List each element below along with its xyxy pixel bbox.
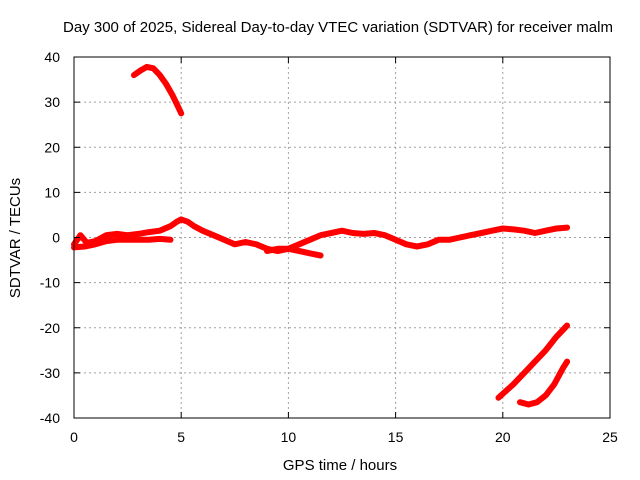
y-tick-label: 40 — [44, 49, 60, 65]
x-tick-label: 15 — [388, 429, 404, 445]
x-tick-label: 20 — [495, 429, 511, 445]
series-layer — [71, 63, 571, 408]
y-tick-label: -30 — [40, 365, 60, 381]
series-midday-tail — [264, 245, 324, 259]
x-axis-label: GPS time / hours — [283, 457, 397, 474]
y-tick-label: 10 — [44, 184, 60, 200]
series-upper-arc — [131, 63, 185, 117]
series-main-trace — [71, 216, 571, 254]
x-tick-label: 10 — [281, 429, 297, 445]
series-early-dip — [71, 235, 174, 251]
x-tick-label: 5 — [177, 429, 185, 445]
y-tick-label: 20 — [44, 139, 60, 155]
y-tick-label: 30 — [44, 94, 60, 110]
y-tick-label: 0 — [52, 230, 60, 246]
y-tick-label: -10 — [40, 275, 60, 291]
series-lower-ramp — [495, 322, 571, 401]
x-tick-label: 25 — [602, 429, 618, 445]
x-tick-label: 0 — [70, 429, 78, 445]
y-axis-label: SDTVAR / TECUs — [7, 178, 24, 298]
series-lower-hook — [517, 358, 571, 408]
y-tick-label: -20 — [40, 320, 60, 336]
chart-title: Day 300 of 2025, Sidereal Day-to-day VTE… — [63, 19, 613, 36]
y-tick-label: -40 — [40, 410, 60, 426]
tick-layer: 0 5 10 15 20 25 -40 -30 -20 -10 0 10 20 30 40 — [40, 49, 618, 445]
